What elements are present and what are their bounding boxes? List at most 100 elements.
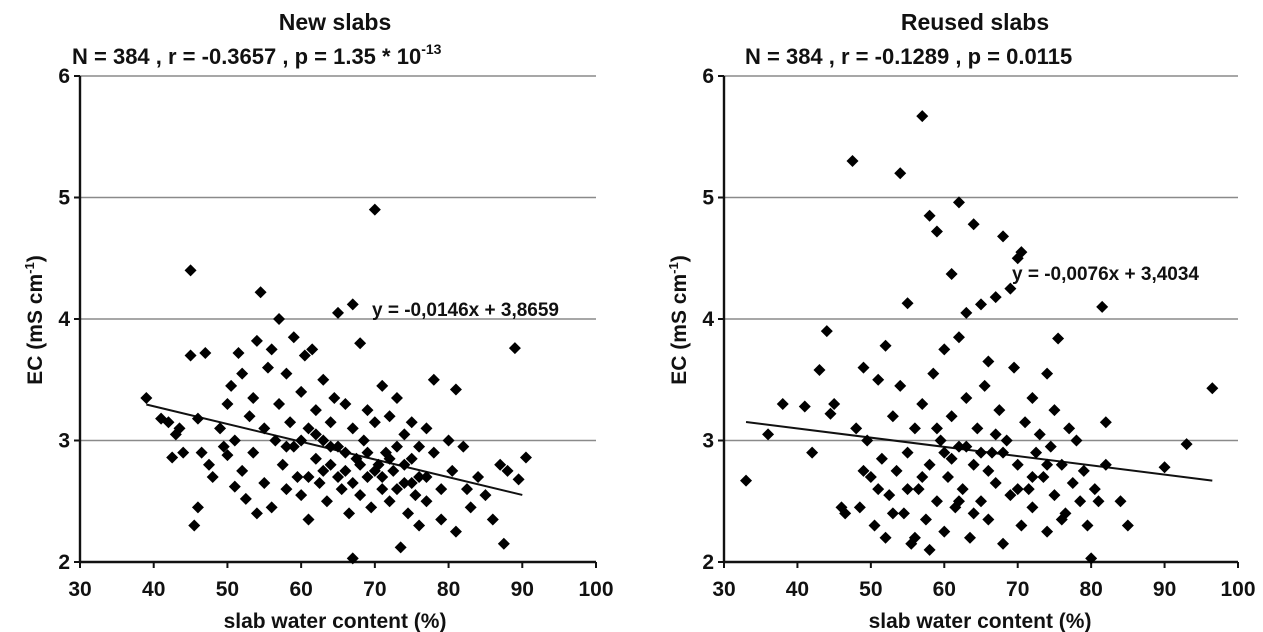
data-point xyxy=(191,412,204,425)
x-tick-label: 30 xyxy=(68,578,91,601)
data-point xyxy=(997,446,1010,459)
data-point xyxy=(265,343,278,356)
data-point xyxy=(361,404,374,417)
data-point xyxy=(952,440,965,453)
data-point xyxy=(427,446,440,459)
data-point xyxy=(945,268,958,281)
data-point xyxy=(332,470,344,483)
data-point xyxy=(820,325,833,338)
data-point xyxy=(221,449,234,462)
data-point xyxy=(427,373,440,386)
data-point xyxy=(1044,440,1057,453)
data-point xyxy=(162,416,175,429)
data-point xyxy=(1055,513,1068,526)
data-point xyxy=(519,451,532,464)
data-point xyxy=(390,483,403,496)
data-point xyxy=(354,337,367,350)
data-point xyxy=(930,225,943,238)
data-point xyxy=(191,501,204,514)
chart-stats-superscript: -13 xyxy=(421,41,441,57)
data-point xyxy=(1081,519,1094,532)
data-point xyxy=(461,483,473,496)
data-point xyxy=(850,422,863,435)
data-point xyxy=(332,440,344,453)
data-point xyxy=(901,446,914,459)
data-point xyxy=(971,422,984,435)
y-axis-label: EC (mS cm-1) xyxy=(22,255,47,384)
data-point xyxy=(479,489,492,502)
data-point xyxy=(1055,458,1068,471)
data-point xyxy=(324,416,337,429)
y-tick-label: 3 xyxy=(702,430,714,453)
data-point xyxy=(383,452,396,465)
data-point xyxy=(199,347,212,360)
data-point xyxy=(956,483,969,496)
data-point xyxy=(497,537,510,550)
data-point xyxy=(967,507,980,520)
data-point xyxy=(916,110,929,123)
data-point xyxy=(173,422,186,435)
x-tick-label: 90 xyxy=(511,578,534,601)
data-point xyxy=(1026,470,1039,483)
data-point xyxy=(828,398,841,411)
data-point xyxy=(405,452,418,465)
data-point xyxy=(280,483,293,496)
data-point xyxy=(512,473,525,486)
data-point xyxy=(472,470,485,483)
data-point xyxy=(938,343,951,356)
data-point xyxy=(339,446,352,459)
data-point xyxy=(1085,552,1098,565)
data-point xyxy=(287,440,300,453)
data-point xyxy=(1033,428,1046,441)
chart-title: New slabs xyxy=(279,9,392,35)
data-point xyxy=(258,422,271,435)
data-point xyxy=(357,434,370,447)
data-point xyxy=(247,446,260,459)
data-point xyxy=(894,167,907,180)
data-point xyxy=(494,458,507,471)
data-point xyxy=(872,373,885,386)
data-point xyxy=(1030,446,1043,459)
data-point xyxy=(280,440,293,453)
y-tick-label: 6 xyxy=(702,65,714,88)
data-point xyxy=(291,470,304,483)
data-point xyxy=(309,428,322,441)
data-point xyxy=(1026,391,1039,404)
data-point xyxy=(317,373,330,386)
x-axis-label: slab water content (%) xyxy=(224,610,447,632)
data-point xyxy=(273,313,286,325)
data-point xyxy=(269,434,282,447)
data-point xyxy=(320,495,333,508)
data-point xyxy=(872,483,885,496)
data-point xyxy=(280,367,293,380)
data-point xyxy=(1074,495,1087,508)
data-point xyxy=(368,203,381,216)
y-axis-label-text: EC (mS cm xyxy=(668,274,691,385)
data-point xyxy=(273,398,286,411)
data-point xyxy=(952,495,965,508)
chart-stats: N = 384 , r = -0.1289 , p = 0.0115 xyxy=(745,44,1072,69)
data-point xyxy=(295,489,308,502)
data-point xyxy=(960,440,973,453)
data-point xyxy=(354,458,367,471)
data-point xyxy=(250,334,263,347)
data-point xyxy=(975,298,987,311)
x-tick-label: 80 xyxy=(437,578,460,601)
data-point xyxy=(302,513,315,526)
chart-reused-slabs: Reused slabs N = 384 , r = -0.1289 , p =… xyxy=(666,9,1256,632)
data-point xyxy=(398,477,411,490)
chart-stats-text: N = 384 , r = -0.1289 , p = 0.0115 xyxy=(745,44,1072,69)
data-point xyxy=(383,410,396,423)
data-point xyxy=(203,458,215,471)
data-point xyxy=(435,483,448,496)
chart-title: Reused slabs xyxy=(901,9,1049,35)
data-point xyxy=(184,349,197,362)
y-tick-label: 3 xyxy=(58,430,70,453)
data-point xyxy=(993,404,1006,417)
data-point xyxy=(195,446,208,459)
data-point xyxy=(1015,519,1028,532)
y-axis-label-suffix: ) xyxy=(24,255,47,262)
data-point xyxy=(413,519,426,532)
x-tick-label: 100 xyxy=(578,578,613,601)
